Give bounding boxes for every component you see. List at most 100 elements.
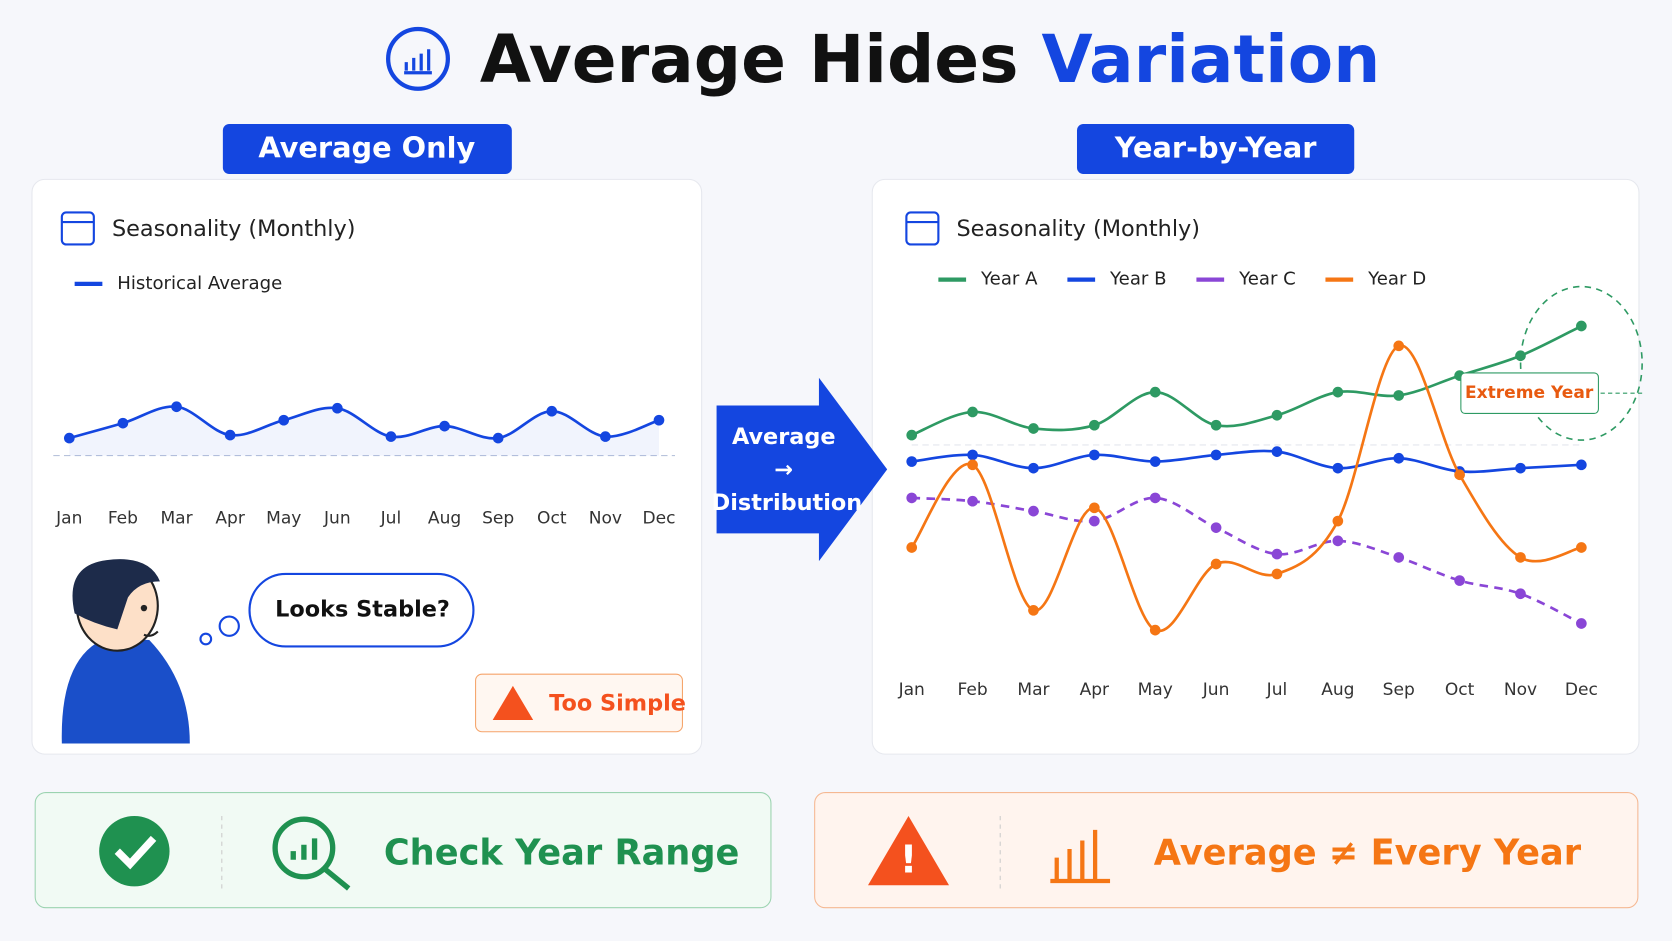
data-point (1149, 456, 1161, 467)
data-point (906, 456, 918, 467)
footer-box (34, 791, 772, 909)
data-point (492, 432, 504, 444)
data-point (653, 414, 665, 426)
arrow-text: → (774, 457, 793, 483)
legend-label: Year B (1109, 269, 1167, 290)
data-point (1271, 568, 1283, 580)
data-point (1149, 386, 1161, 398)
data-point (1576, 618, 1587, 629)
data-point (1576, 542, 1587, 553)
title-icon-bars (404, 49, 432, 75)
x-tick-label: Nov (1504, 680, 1537, 700)
data-point (1332, 386, 1344, 398)
annotation: Extreme Year (1465, 383, 1594, 403)
x-tick-label: Feb (108, 508, 138, 528)
footer-text: Average ≠ Every Year (1154, 832, 1582, 873)
x-tick-label: Dec (1565, 680, 1598, 700)
title-main: Average Hides (480, 21, 1019, 98)
x-tick-label: Dec (642, 508, 675, 528)
data-point (171, 401, 182, 413)
data-point (1089, 449, 1100, 461)
title-icon (386, 26, 450, 91)
title-accent: Variation (1041, 21, 1380, 98)
thought-dot (218, 615, 240, 637)
data-point (117, 417, 129, 429)
data-point (1515, 588, 1526, 600)
legend-label: Year D (1367, 269, 1426, 290)
annotation-box (1460, 372, 1599, 414)
data-point (1515, 462, 1526, 474)
data-point (1271, 548, 1283, 560)
bars-icon (1050, 829, 1111, 884)
area (69, 406, 659, 456)
data-point (1454, 575, 1465, 586)
data-point (1576, 320, 1587, 332)
data-point (1393, 340, 1405, 352)
x-tick-label: May (266, 508, 301, 528)
warning-icon: ! (900, 837, 918, 882)
calendar-icon (60, 211, 95, 246)
x-tick-label: May (1138, 680, 1173, 700)
person (61, 559, 190, 744)
data-point (1089, 502, 1100, 514)
x-tick-label: Mar (160, 508, 193, 528)
badge-text: Average Only (258, 131, 475, 165)
x-tick-label: Jul (380, 508, 402, 528)
arrow-text: Average (732, 424, 836, 450)
data-point (1210, 419, 1222, 431)
data-point (1393, 552, 1405, 563)
bubble-text: Looks Stable? (275, 597, 450, 623)
check-icon (99, 815, 170, 887)
x-tick-label: Oct (1445, 680, 1475, 700)
search-icon (290, 838, 351, 891)
data-point (1332, 515, 1344, 527)
data-point (906, 429, 918, 441)
x-tick-label: Apr (215, 508, 245, 528)
x-tick-label: Jan (55, 508, 82, 528)
warning-icon (492, 685, 534, 721)
badge (222, 123, 512, 175)
data-point (224, 429, 236, 441)
x-tick-label: Jun (323, 508, 351, 528)
legend-label: Year A (980, 269, 1038, 290)
arrow-text: Distribution (712, 490, 863, 516)
data-point (600, 431, 611, 442)
x-tick-label: Aug (428, 508, 461, 528)
data-point (385, 431, 397, 442)
data-point (1393, 452, 1405, 464)
x-tick-label: Sep (1383, 680, 1415, 700)
check-mark (114, 835, 157, 870)
x-tick-label: Jan (898, 680, 925, 700)
x-tick-label: Nov (589, 508, 622, 528)
legend-label: Historical Average (117, 273, 282, 294)
thought-dot (199, 632, 213, 646)
data-point (1515, 552, 1526, 563)
data-point (967, 459, 978, 471)
data-point (63, 432, 75, 444)
data-point (1576, 459, 1587, 471)
thought-bubble (248, 572, 475, 648)
data-point (906, 542, 918, 553)
data-point (1210, 558, 1222, 570)
data-point (967, 495, 978, 507)
data-point (332, 402, 343, 414)
data-point (1089, 515, 1100, 527)
data-point (546, 405, 558, 417)
x-tick-label: Jun (1202, 680, 1230, 700)
badge (1076, 123, 1355, 175)
warning-icon (867, 815, 950, 886)
calendar-icon (905, 211, 940, 246)
x-tick-label: Sep (482, 508, 514, 528)
data-point (1210, 522, 1222, 533)
data-point (1028, 423, 1039, 434)
data-point (1028, 604, 1039, 616)
warning-text: Too Simple (549, 691, 686, 717)
data-point (439, 420, 450, 432)
x-tick-label: Jul (1266, 680, 1288, 700)
data-point (1210, 449, 1222, 461)
data-point (1271, 446, 1283, 457)
badge-text: Year-by-Year (1114, 131, 1317, 165)
data-point (1028, 462, 1039, 474)
data-point (1332, 462, 1344, 474)
